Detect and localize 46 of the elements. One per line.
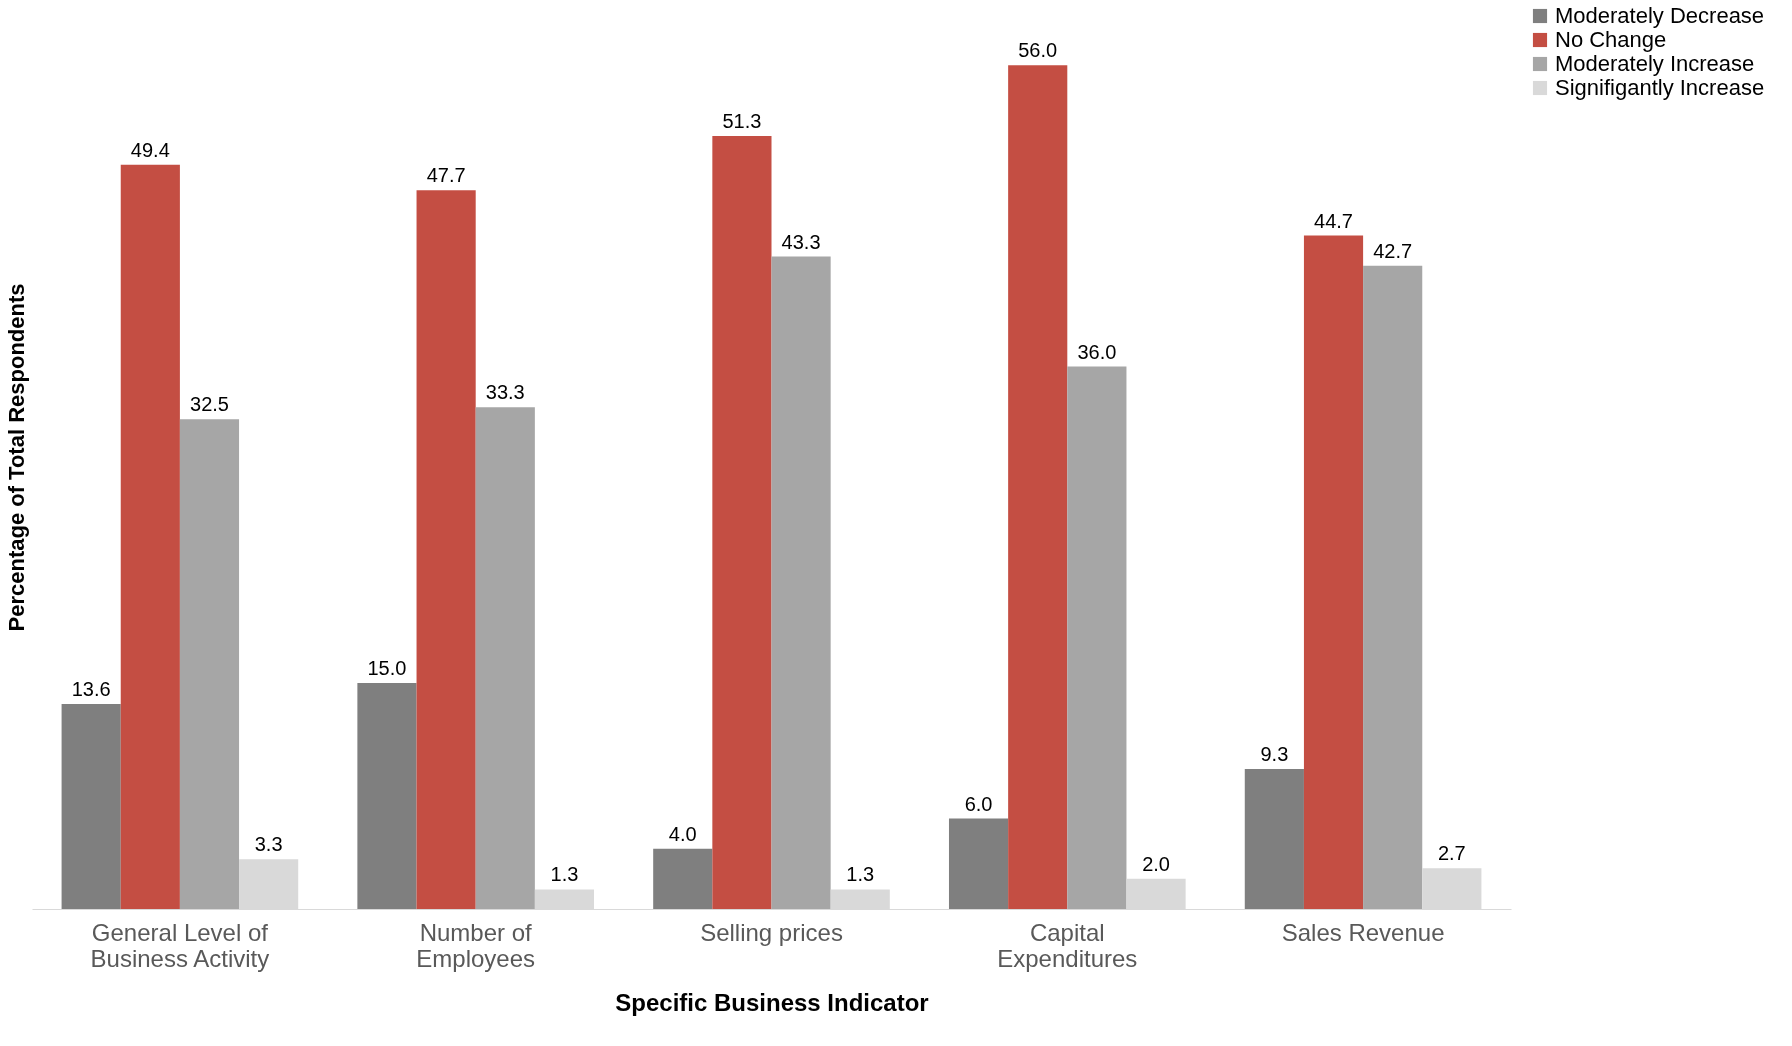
- legend-label: Moderately Increase: [1555, 51, 1755, 76]
- data-label: 43.3: [781, 230, 821, 253]
- x-tick-label: General Level of Business Activity: [90, 918, 270, 972]
- data-label: 3.3: [254, 833, 283, 856]
- data-label: 36.0: [1077, 340, 1117, 363]
- bar: [1008, 65, 1068, 909]
- bar: [357, 683, 417, 909]
- x-tick-label: Sales Revenue: [1281, 918, 1445, 946]
- data-label: 51.3: [722, 110, 762, 133]
- bar: [61, 704, 121, 909]
- data-label: 2.7: [1437, 842, 1466, 865]
- bar: [1067, 366, 1127, 909]
- x-tick-label: Selling prices: [700, 918, 843, 946]
- bar: [771, 256, 831, 909]
- data-label: 49.4: [130, 138, 170, 161]
- x-tick-label: Number of Employees: [416, 918, 536, 972]
- data-label: 2.0: [1142, 852, 1170, 875]
- bar: [416, 190, 476, 909]
- y-axis-title: Percentage of Total Respondents: [3, 283, 29, 632]
- x-axis-title: Specific Business Indicator: [615, 988, 929, 1016]
- legend-label: Moderately Decrease: [1555, 3, 1765, 28]
- data-label: 1.3: [846, 863, 875, 886]
- legend-label: Signifigantly Increase: [1555, 75, 1765, 100]
- data-label: 44.7: [1314, 209, 1353, 232]
- bar: [179, 419, 240, 909]
- data-label: 1.3: [550, 863, 579, 886]
- data-label: 32.5: [190, 393, 229, 416]
- data-label: 6.0: [964, 792, 993, 815]
- data-label: 47.7: [426, 164, 466, 187]
- data-label: 15.0: [367, 657, 407, 679]
- data-label: 4.0: [668, 822, 697, 845]
- bar: [1244, 768, 1304, 909]
- data-label: 42.7: [1373, 239, 1413, 262]
- data-label: 13.6: [71, 678, 111, 701]
- data-label: 56.0: [1018, 39, 1058, 62]
- bar: [120, 164, 180, 909]
- bar: [1363, 265, 1423, 909]
- bar: [948, 818, 1009, 909]
- bar: [712, 136, 772, 909]
- legend-label: No Change: [1555, 27, 1667, 52]
- data-label: 9.3: [1260, 742, 1289, 765]
- x-tick-label: Capital Expenditures: [997, 918, 1138, 972]
- bar: [653, 848, 713, 909]
- data-label: 33.3: [485, 381, 525, 404]
- bar: [475, 407, 535, 909]
- bar: [1303, 235, 1364, 909]
